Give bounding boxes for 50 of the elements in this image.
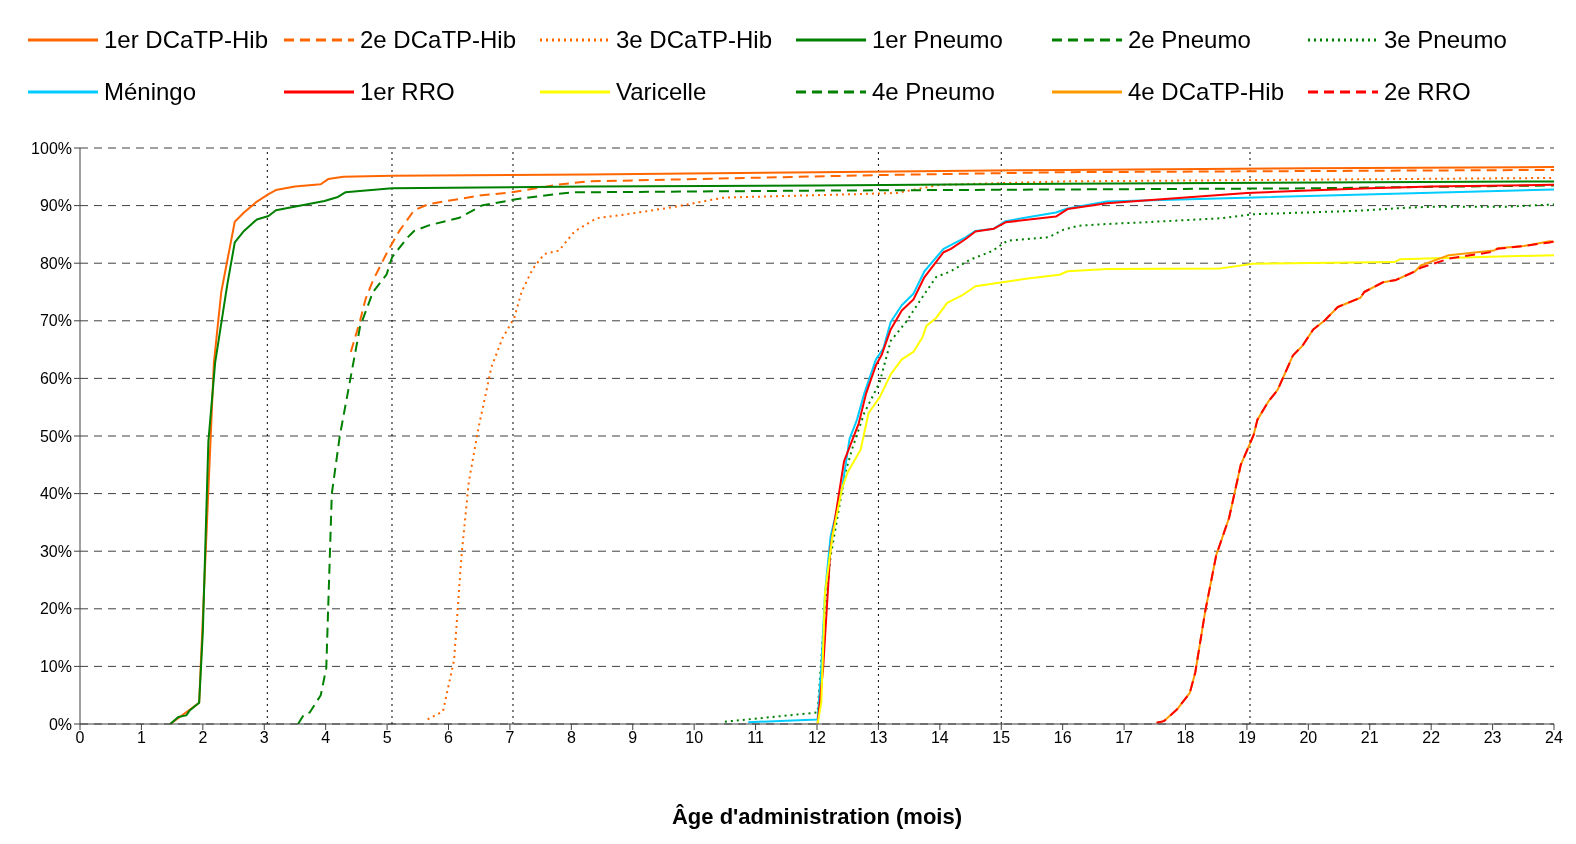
x-tick-label: 23: [1483, 729, 1502, 747]
y-tick-label: 20%: [39, 600, 72, 618]
x-tick-label: 4: [321, 729, 331, 747]
x-tick-label: 8: [566, 729, 576, 747]
x-tick-label: 5: [382, 729, 392, 747]
x-tick-label: 7: [505, 729, 515, 747]
y-tick-label: 90%: [39, 197, 72, 215]
y-tick-label: 10%: [39, 658, 72, 676]
x-tick-label: 18: [1176, 729, 1195, 747]
y-tick-label: 50%: [39, 427, 72, 445]
x-tick-label: 17: [1115, 729, 1134, 747]
x-tick-label: 0: [75, 729, 85, 747]
x-tick-label: 16: [1053, 729, 1072, 747]
x-axis-title: Âge d'administration (mois): [671, 804, 963, 829]
x-tick-label: 11: [747, 729, 764, 747]
x-tick-label: 13: [869, 729, 888, 747]
y-tick-label: 30%: [39, 542, 72, 560]
legend-label: 1er RRO: [360, 78, 455, 106]
y-tick-label: 100%: [31, 139, 72, 157]
x-tick-label: 22: [1422, 729, 1441, 747]
x-tick-label: 10: [685, 729, 704, 747]
x-tick-label: 9: [628, 729, 638, 747]
x-tick-label: 1: [136, 729, 146, 747]
legend-label: 1er DCaTP-Hib: [104, 26, 269, 54]
y-tick-label: 40%: [39, 485, 72, 503]
x-tick-label: 12: [808, 729, 826, 747]
legend-label: 2e Pneumo: [1128, 26, 1251, 54]
y-tick-label: 60%: [39, 370, 72, 388]
x-tick-label: 6: [444, 729, 454, 747]
line-series: [1155, 240, 1554, 724]
y-tick-label: 80%: [39, 254, 72, 272]
x-tick-label: 2: [198, 729, 208, 747]
x-tick-label: 19: [1238, 729, 1256, 747]
y-tick-label: 70%: [39, 312, 72, 330]
legend-label: 4e DCaTP-Hib: [1128, 78, 1285, 106]
y-tick-label: 0%: [48, 715, 72, 733]
x-tick-label: 20: [1299, 729, 1318, 747]
legend-label: 3e DCaTP-Hib: [616, 26, 773, 54]
x-tick-label: 3: [259, 729, 269, 747]
legend-label: 3e Pneumo: [1384, 26, 1507, 54]
legend-label: 4e Pneumo: [872, 78, 995, 106]
legend-label: 1er Pneumo: [872, 26, 1003, 54]
x-tick-label: 14: [930, 729, 949, 747]
legend-label: Méningo: [104, 78, 197, 106]
legend-label: 2e RRO: [1384, 78, 1471, 106]
x-tick-label: 24: [1545, 729, 1563, 747]
x-tick-label: 21: [1360, 729, 1379, 747]
legend-label: Varicelle: [616, 78, 707, 106]
x-tick-label: 15: [992, 729, 1011, 747]
legend-label: 2e DCaTP-Hib: [360, 26, 517, 54]
